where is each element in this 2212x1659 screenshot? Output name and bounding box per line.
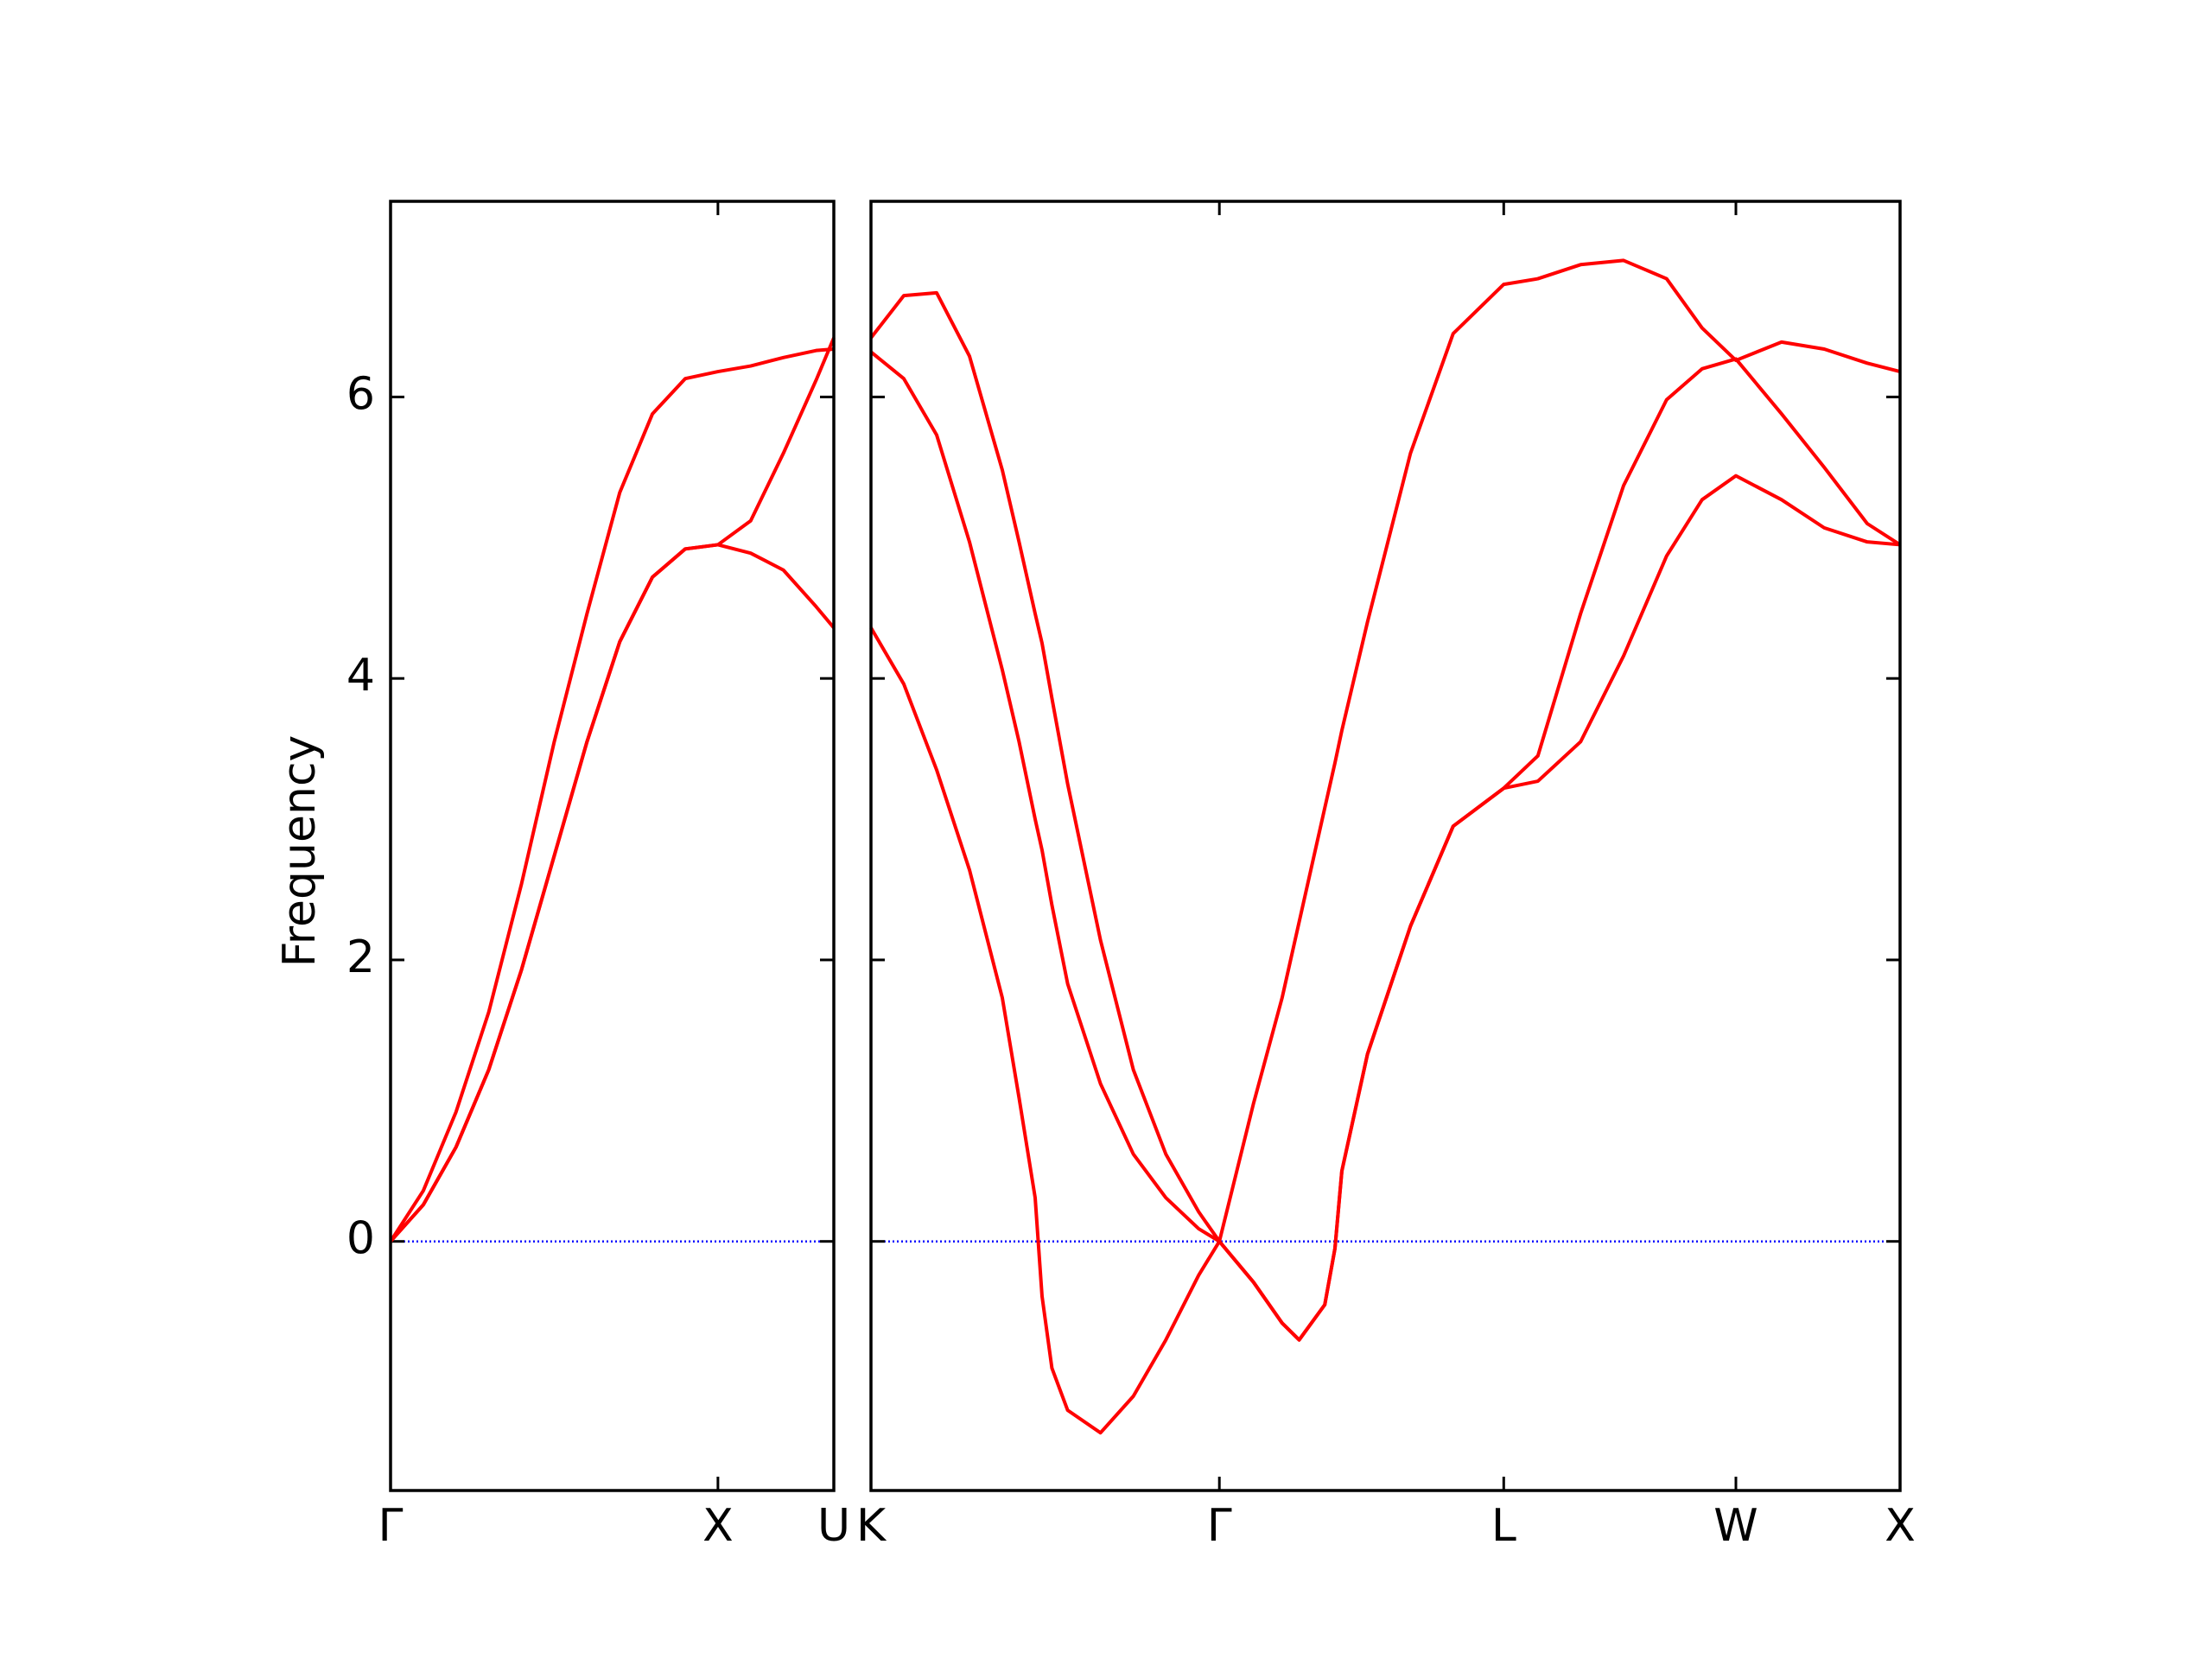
y-axis-label: Frequency — [274, 735, 326, 968]
band-line — [869, 258, 1901, 1243]
x-tick-label: Γ — [1207, 1500, 1232, 1552]
band-line — [389, 337, 836, 1243]
x-tick-label: K — [856, 1500, 887, 1552]
x-tick-label: X — [1885, 1500, 1916, 1552]
y-tick-label: 4 — [346, 650, 375, 702]
x-tick-label: L — [1491, 1500, 1516, 1552]
x-tick-label: W — [1713, 1500, 1758, 1552]
band-line — [869, 474, 1901, 1435]
band-line — [389, 543, 836, 1243]
y-tick-label: 0 — [346, 1213, 375, 1265]
x-tick-label: U — [817, 1500, 850, 1552]
band-line — [389, 347, 835, 1243]
band-line — [869, 350, 1902, 1342]
y-tick-label: 2 — [346, 931, 375, 983]
x-tick-label: Γ — [378, 1500, 404, 1552]
plot-frame — [869, 200, 1902, 1492]
plot-frame — [389, 200, 836, 1492]
y-tick-label: 6 — [346, 368, 375, 420]
x-tick-label: X — [702, 1500, 734, 1552]
